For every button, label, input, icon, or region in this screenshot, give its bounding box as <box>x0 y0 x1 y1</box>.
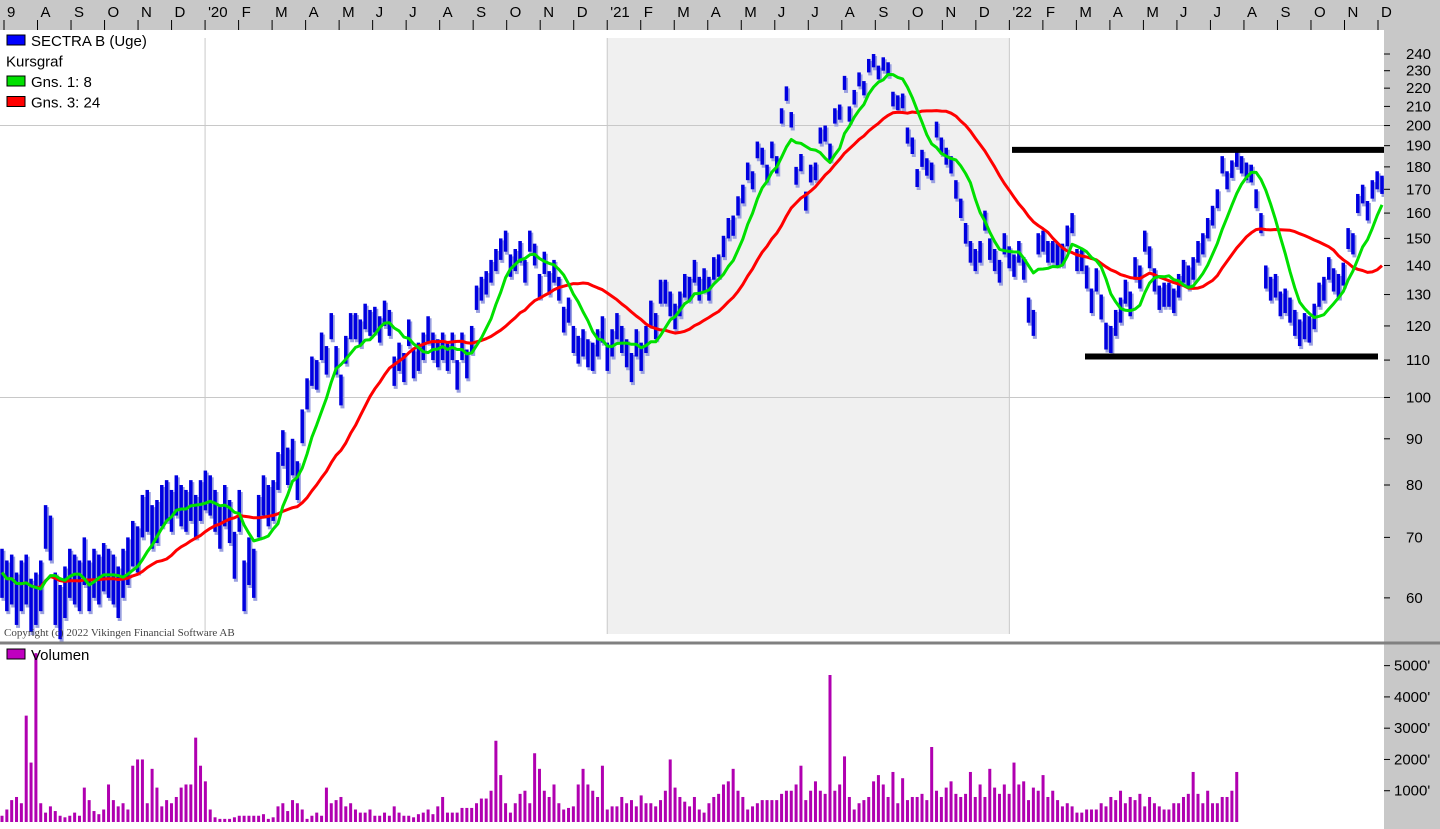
price-tick-label: 210 <box>1406 98 1431 115</box>
time-tick-label: S <box>476 4 486 21</box>
moving-average-lines <box>0 72 1384 591</box>
legend-swatch <box>6 75 26 87</box>
time-tick-label: M <box>1079 4 1092 21</box>
time-tick-label: S <box>1280 4 1290 21</box>
time-tick-label: F <box>242 4 251 21</box>
price-tick-label: 220 <box>1406 80 1431 97</box>
volume-tick-label: 4000' <box>1394 689 1430 706</box>
year-shade <box>607 38 1010 634</box>
legend-swatch <box>6 648 26 660</box>
time-tick-label: O <box>510 4 522 21</box>
time-tick-label: M <box>342 4 355 21</box>
price-tick-label: 80 <box>1406 477 1423 494</box>
price-tick-label: 170 <box>1406 181 1431 198</box>
price-tick-label: 190 <box>1406 138 1431 155</box>
price-tick-label: 160 <box>1406 205 1431 222</box>
price-tick-label: 200 <box>1406 118 1431 135</box>
price-legend: SECTRA B (Uge) Kursgraf Gns. 1: 8 Gns. 3: 2… <box>6 33 147 112</box>
legend-label: Gns. 3: 24 <box>31 95 100 112</box>
price-tick-label: 70 <box>1406 529 1423 546</box>
time-tick-label: J <box>376 4 384 21</box>
copyright-notice: Copyright (c) 2022 Vikingen Financial So… <box>4 627 235 639</box>
time-tick-label: F <box>644 4 653 21</box>
time-tick-label: S <box>878 4 888 21</box>
price-tick-label: 140 <box>1406 257 1431 274</box>
time-tick-label: S <box>74 4 84 21</box>
moving-average-long <box>0 109 1383 589</box>
time-tick-label: N <box>543 4 554 21</box>
price-tick-label: 240 <box>1406 46 1431 63</box>
time-tick-label: J <box>1213 4 1221 21</box>
time-tick-label: O <box>1314 4 1326 21</box>
price-tick-label: 120 <box>1406 318 1431 335</box>
price-gridlines <box>0 38 1384 634</box>
time-tick-label: '21 <box>610 4 630 21</box>
time-tick-label: A <box>1113 4 1123 21</box>
time-tick-label: M <box>1146 4 1159 21</box>
price-tick-label: 130 <box>1406 287 1431 304</box>
time-tick-label: A <box>443 4 453 21</box>
time-tick-label: 9 <box>7 4 15 21</box>
time-tick-label: M <box>677 4 690 21</box>
volume-tick-label: 1000' <box>1394 783 1430 800</box>
time-tick-label: M <box>744 4 757 21</box>
price-tick-label: 150 <box>1406 230 1431 247</box>
time-tick-label: M <box>275 4 288 21</box>
time-tick-label: J <box>811 4 819 21</box>
time-axis-band <box>0 0 1440 30</box>
time-tick-label: N <box>141 4 152 21</box>
time-tick-label: D <box>1381 4 1392 21</box>
time-tick-label: D <box>175 4 186 21</box>
price-bars <box>0 54 1386 643</box>
time-tick-label: '22 <box>1012 4 1032 21</box>
alternate-year-shading <box>607 38 1010 634</box>
volume-tick-label: 3000' <box>1394 720 1430 737</box>
time-tick-label: O <box>912 4 924 21</box>
legend-label: SECTRA B (Uge) <box>31 33 147 50</box>
time-tick-label: N <box>945 4 956 21</box>
time-tick-label: J <box>409 4 417 21</box>
price-tick-label: 60 <box>1406 590 1423 607</box>
volume-legend: Volumen <box>6 647 89 664</box>
price-tick-label: 110 <box>1406 352 1430 369</box>
legend-label: Kursgraf <box>6 54 64 71</box>
support-resistance-lines <box>1012 146 1425 360</box>
price-tick-label: 90 <box>1406 431 1423 448</box>
legend-swatch <box>6 34 26 46</box>
time-tick-label: D <box>577 4 588 21</box>
moving-average-short <box>0 72 1384 591</box>
time-tick-label: F <box>1046 4 1055 21</box>
price-tick-label: 100 <box>1406 389 1431 406</box>
time-tick-label: A <box>711 4 721 21</box>
time-tick-label: J <box>778 4 786 21</box>
price-tick-label: 180 <box>1406 159 1431 176</box>
time-tick-label: A <box>1247 4 1257 21</box>
legend-label: Gns. 1: 8 <box>31 74 92 91</box>
volume-tick-label: 5000' <box>1394 658 1430 675</box>
time-tick-label: D <box>979 4 990 21</box>
time-tick-label: '20 <box>208 4 228 21</box>
price-tick-label: 230 <box>1406 63 1431 80</box>
time-tick-label: A <box>309 4 319 21</box>
time-axis-ticks: 9 A S O N D '20 F M A M J J A S O N D '21 F M A M J J A S O N D '22 F M A… <box>3 4 1392 30</box>
value-axis-band <box>1384 30 1440 829</box>
volume-bars <box>0 653 1239 822</box>
time-tick-label: A <box>845 4 855 21</box>
time-tick-label: O <box>108 4 120 21</box>
time-tick-label: J <box>1180 4 1188 21</box>
volume-axis-ticks: 5000' 4000' 3000' 2000' 1000' <box>1384 658 1430 800</box>
volume-tick-label: 2000' <box>1394 751 1430 768</box>
time-tick-label: N <box>1347 4 1358 21</box>
legend-label: Volumen <box>31 647 89 664</box>
time-tick-label: A <box>41 4 51 21</box>
legend-swatch <box>6 96 26 107</box>
